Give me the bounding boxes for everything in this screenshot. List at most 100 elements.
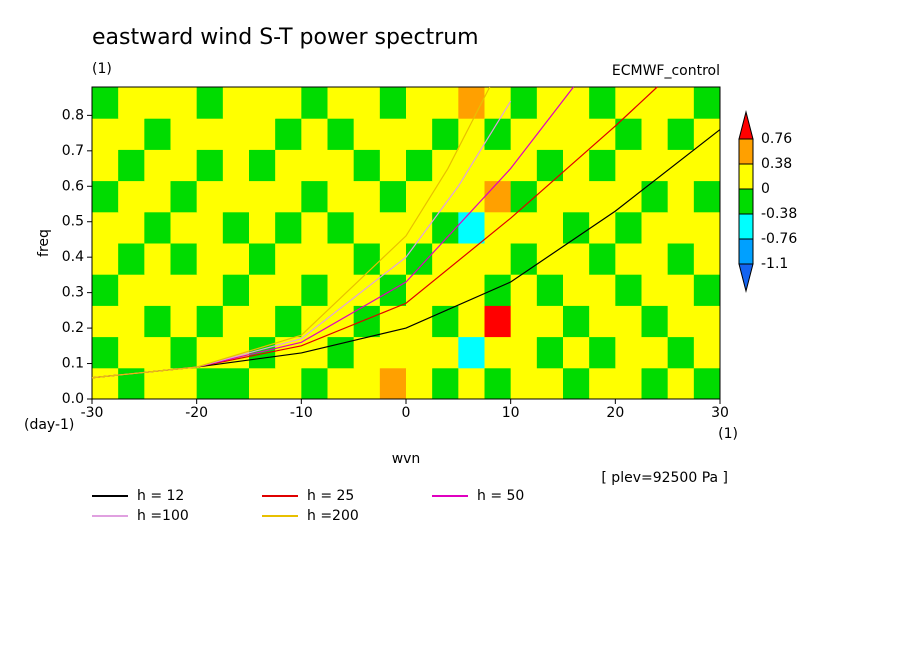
field-cell <box>327 211 355 244</box>
field-cell <box>196 243 224 275</box>
field-cell <box>353 180 381 213</box>
field-cell <box>693 243 721 275</box>
legend-label: h =200 <box>307 508 359 524</box>
field-cell <box>118 243 145 275</box>
y-tick-label: 0.5 <box>62 214 84 230</box>
field-cell <box>249 274 276 306</box>
field-cell <box>406 274 433 306</box>
field-cell <box>406 87 433 119</box>
field-cell <box>589 336 616 369</box>
colorbar-box <box>738 163 754 190</box>
footnote: [ plev=92500 Pa ] <box>601 470 728 486</box>
field-cell <box>170 367 198 400</box>
field-cell <box>301 274 328 306</box>
field-cell <box>222 243 250 275</box>
y-tick-label: 0.8 <box>62 107 84 123</box>
field-cell <box>510 118 538 150</box>
field-cell <box>144 243 171 275</box>
field-cell <box>641 149 669 182</box>
field-cell <box>249 118 276 150</box>
field-cell <box>379 87 407 119</box>
y-tick-label: 0.3 <box>62 285 84 301</box>
field-cell <box>693 367 721 400</box>
field-cell <box>484 274 512 306</box>
field-cell <box>563 243 590 275</box>
field-cell <box>170 336 198 369</box>
field-cell <box>484 243 512 275</box>
field-cell <box>353 336 381 369</box>
field-cell <box>327 180 355 213</box>
field-cell <box>327 149 355 182</box>
field-cell <box>144 336 171 369</box>
field-cell <box>118 211 145 244</box>
field-cell <box>327 367 355 400</box>
field-cell <box>379 336 407 369</box>
field-cell <box>667 274 695 306</box>
field-cell <box>510 87 538 119</box>
field-cell <box>406 336 433 369</box>
field-cell <box>118 274 145 306</box>
field-cell <box>589 87 616 119</box>
field-cell <box>510 243 538 275</box>
field-cell <box>667 118 695 150</box>
field-cell <box>563 211 590 244</box>
field-cell <box>667 305 695 338</box>
field-cell <box>275 243 302 275</box>
field-cell <box>458 274 485 306</box>
legend-label: h = 50 <box>477 488 524 504</box>
field-cell <box>170 118 198 150</box>
field-cell <box>249 87 276 119</box>
y-tick-label: 0.0 <box>62 391 84 407</box>
field-cell <box>301 118 328 150</box>
field-cell <box>379 149 407 182</box>
field-cell <box>536 87 564 119</box>
field-cell <box>327 118 355 150</box>
field-cell <box>641 211 669 244</box>
y-unit: (day-1) <box>24 417 74 433</box>
colorbar-cap <box>738 263 754 293</box>
field-cell <box>144 87 171 119</box>
field-cell <box>92 180 119 213</box>
x-tick-label: 20 <box>606 405 624 421</box>
field-cell <box>615 274 642 306</box>
field-cell <box>249 211 276 244</box>
field-cell <box>693 211 721 244</box>
field-cell <box>196 274 224 306</box>
field-cell <box>406 367 433 400</box>
field-cell <box>406 118 433 150</box>
field-cell <box>144 367 171 400</box>
field-cell <box>196 180 224 213</box>
field-cell <box>563 87 590 119</box>
field-cell <box>379 118 407 150</box>
field-cell <box>406 305 433 338</box>
field-cell <box>196 305 224 338</box>
field-cell <box>406 180 433 213</box>
subtitle: (1) <box>92 61 112 77</box>
field-cell <box>249 243 276 275</box>
field-cell <box>144 274 171 306</box>
y-tick-label: 0.4 <box>62 249 84 265</box>
field-cell <box>170 211 198 244</box>
legend-label: h = 25 <box>307 488 354 504</box>
field-cell <box>144 211 171 244</box>
field-cell <box>693 336 721 369</box>
field-cell <box>222 180 250 213</box>
field-cell <box>563 367 590 400</box>
field-cell <box>667 336 695 369</box>
field-cell <box>458 336 485 369</box>
x-axis-label: wvn <box>392 451 421 467</box>
field-cell <box>118 180 145 213</box>
field-cell <box>563 336 590 369</box>
field-cell <box>510 149 538 182</box>
field-cell <box>170 87 198 119</box>
field-cell <box>379 367 407 400</box>
field-cell <box>432 87 459 119</box>
field-cell <box>379 180 407 213</box>
field-cell <box>92 87 119 119</box>
field-cell <box>536 149 564 182</box>
field-cell <box>275 118 302 150</box>
field-cell <box>693 180 721 213</box>
field-cell <box>275 87 302 119</box>
field-cell <box>667 87 695 119</box>
field-cell <box>536 336 564 369</box>
